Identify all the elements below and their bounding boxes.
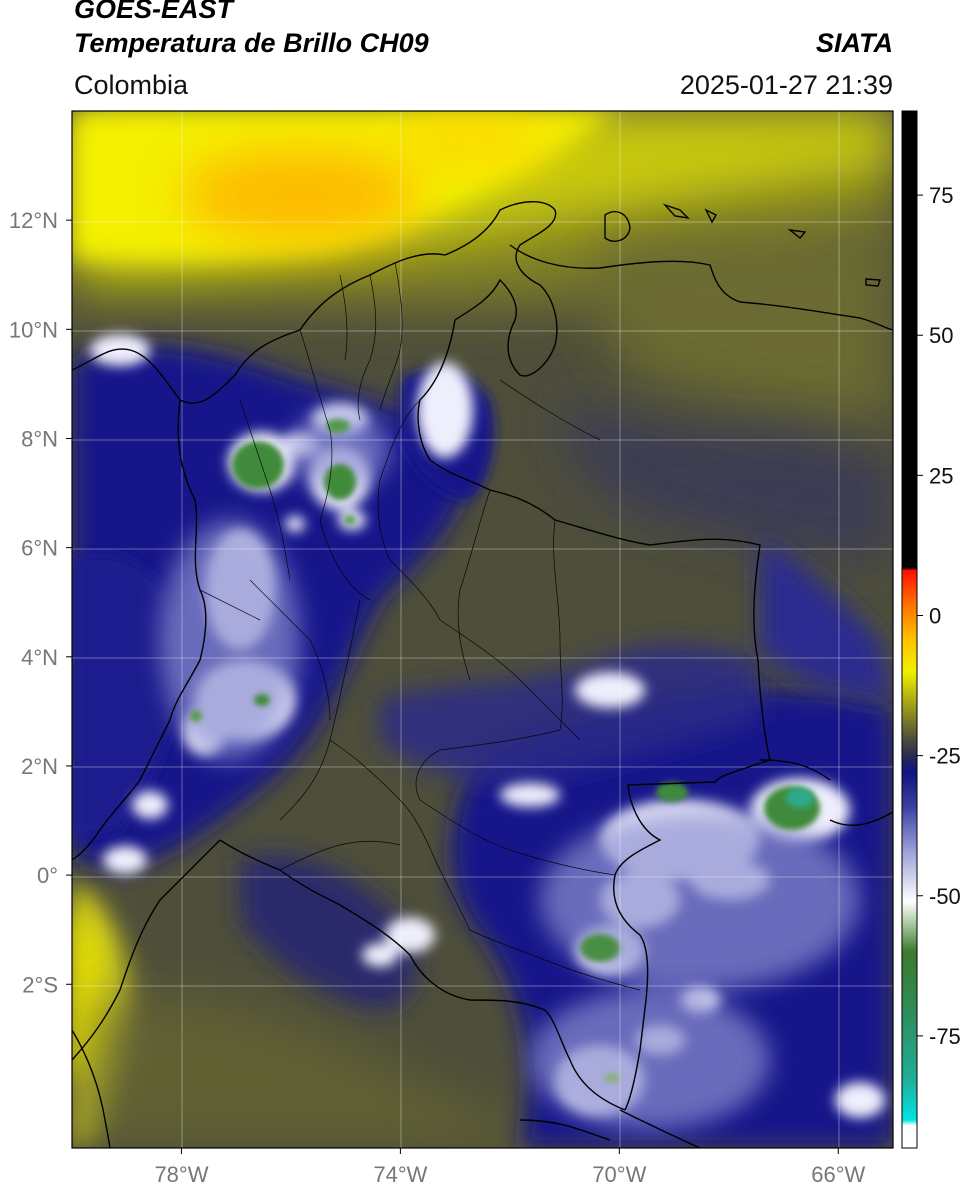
lon-tick-label: 78°W	[154, 1162, 208, 1187]
lon-tick-label: 74°W	[373, 1162, 427, 1187]
cold-cloud-cores	[190, 419, 820, 1083]
lat-tick-label: 4°N	[21, 645, 58, 670]
colorbar-frame	[901, 110, 918, 1149]
longitude-axis: 78°W 74°W 70°W 66°W	[154, 1148, 866, 1187]
colorbar-tick-label: 0	[929, 603, 941, 628]
colorbar: 75 50 25 0 -25 -50 -75	[901, 110, 961, 1149]
map-frame	[71, 110, 894, 1149]
region-label: Colombia	[74, 70, 189, 100]
lat-tick-label: 2°N	[21, 754, 58, 779]
lat-tick-label: 0°	[37, 863, 58, 888]
colorbar-tick-label: 75	[929, 183, 953, 208]
colorbar-tick-label: 25	[929, 463, 953, 488]
colorbar-tick-label: -50	[929, 884, 961, 909]
satellite-title: GOES-EAST	[74, 0, 234, 24]
product-title: Temperatura de Brillo CH09	[74, 28, 429, 58]
department-borders	[199, 261, 641, 991]
colorbar-tick-label: -75	[929, 1024, 961, 1049]
colorbar-tick-label: -25	[929, 744, 961, 769]
colorbar-tick-label: 50	[929, 323, 953, 348]
colorbar-ticks: 75 50 25 0 -25 -50 -75	[917, 183, 961, 1049]
lat-tick-label: 6°N	[21, 536, 58, 561]
lat-tick-label: 2°S	[22, 972, 58, 997]
lat-tick-label: 12°N	[9, 208, 58, 233]
country-borders	[72, 201, 893, 1148]
colorbar-gradient	[902, 111, 917, 1148]
timestamp-label: 2025-01-27 21:39	[679, 70, 893, 100]
lon-tick-label: 70°W	[592, 1162, 646, 1187]
lat-tick-label: 10°N	[9, 317, 58, 342]
lat-tick-label: 8°N	[21, 426, 58, 451]
organization-label: SIATA	[816, 28, 893, 58]
latitude-axis: 12°N 10°N 8°N 6°N 4°N 2°N 0° 2°S	[9, 208, 72, 997]
lon-tick-label: 66°W	[811, 1162, 865, 1187]
brightness-temperature-image	[72, 111, 893, 1148]
map-gridlines	[72, 111, 893, 1148]
